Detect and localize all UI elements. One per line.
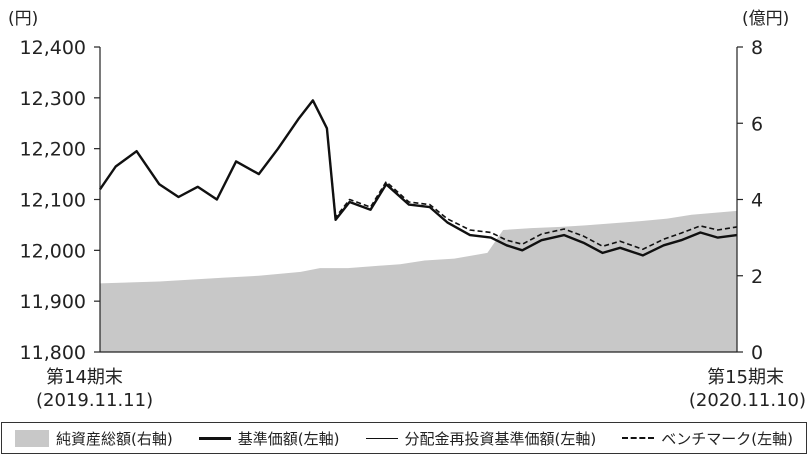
left-tick-label: 12,300 bbox=[20, 88, 86, 110]
legend-item-net-assets: 純資産総額(右軸) bbox=[15, 428, 173, 449]
legend-label: 純資産総額(右軸) bbox=[56, 429, 173, 448]
chart: (円) (億円) 11,800 11,900 12,000 12,100 12,200 1… bbox=[8, 9, 806, 411]
legend-item-nav: 基準価額(左軸) bbox=[198, 428, 340, 449]
right-tick-label: 4 bbox=[751, 190, 763, 212]
left-tick-label: 11,900 bbox=[20, 291, 86, 313]
series-area-net-assets bbox=[100, 210, 737, 352]
right-tick-label: 2 bbox=[751, 266, 763, 288]
left-tick-label: 12,000 bbox=[20, 240, 86, 262]
legend-item-benchmark: ベンチマーク(左軸) bbox=[622, 428, 793, 449]
x-end-period-label: 第15期末 bbox=[707, 367, 784, 388]
legend-swatch-area bbox=[15, 429, 50, 447]
left-tick-label: 12,100 bbox=[20, 190, 86, 212]
x-start-period-label: 第14期末 bbox=[46, 367, 123, 388]
legend: 純資産総額(右軸) 基準価額(左軸) 分配金再投資基準価額(左軸) ベンチマーク… bbox=[1, 422, 807, 454]
legend-label: 基準価額(左軸) bbox=[237, 429, 340, 448]
legend-item-reinvested-nav: 分配金再投資基準価額(左軸) bbox=[365, 428, 597, 449]
right-tick-label: 6 bbox=[751, 113, 763, 135]
series-line-benchmark bbox=[99, 99, 738, 251]
left-tick-label: 12,400 bbox=[20, 37, 86, 59]
x-start-date-label: (2019.11.11) bbox=[36, 390, 153, 411]
left-tick-label: 11,800 bbox=[20, 342, 86, 364]
legend-label: 分配金再投資基準価額(左軸) bbox=[404, 429, 597, 448]
legend-swatch-thick-line bbox=[198, 436, 231, 440]
right-axis-unit-label: (億円) bbox=[742, 9, 789, 29]
legend-swatch-dashed-line bbox=[622, 437, 655, 439]
legend-label: ベンチマーク(左軸) bbox=[661, 429, 793, 448]
left-tick-label: 12,200 bbox=[20, 139, 86, 161]
x-end-date-label: (2020.11.10) bbox=[689, 390, 806, 411]
right-tick-label: 0 bbox=[751, 342, 763, 364]
legend-swatch-thin-line bbox=[365, 437, 398, 439]
right-tick-label: 8 bbox=[751, 37, 763, 59]
left-axis-unit-label: (円) bbox=[8, 9, 38, 29]
